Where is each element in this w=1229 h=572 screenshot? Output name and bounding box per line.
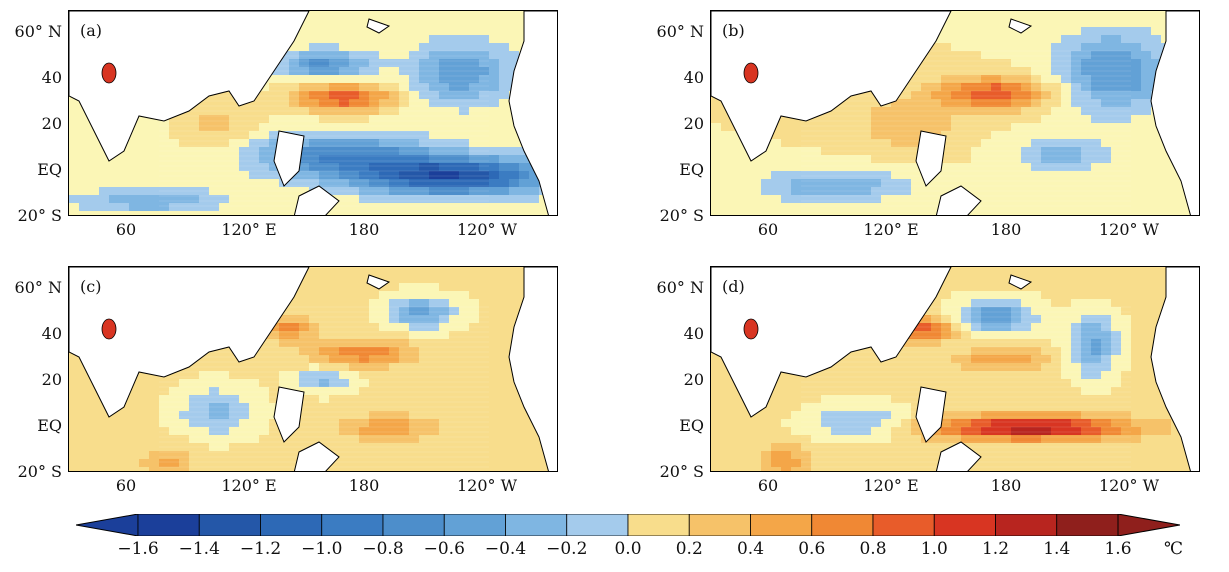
colorbar-tick-label: −0.8 [362, 539, 404, 559]
y-tick-label: 20 [41, 370, 62, 389]
colorbar-unit: ℃ [1164, 539, 1184, 559]
colorbar-tick-label: −1.2 [239, 539, 282, 559]
y-tick-label: EQ [37, 416, 62, 435]
x-tick-label: 60 [757, 220, 779, 239]
colorbar-tick-label: 0.2 [675, 539, 703, 559]
x-tick-label: 60 [115, 476, 137, 495]
x-tick-label: 120° W [1099, 476, 1160, 495]
colorbar-tick-label: −0.6 [423, 539, 465, 559]
y-tick-label: 20 [683, 114, 704, 133]
colorbar-tick-label: 0.8 [859, 539, 887, 559]
map-plot-area [710, 266, 1200, 472]
colorbar-tick-label: −0.2 [546, 539, 588, 559]
y-tick-label: 60° N [14, 278, 62, 297]
colorbar-tick-label: 1.2 [981, 539, 1010, 559]
colorbar-segment [137, 514, 200, 536]
colorbar-segment [1056, 514, 1119, 536]
y-tick-label: EQ [37, 160, 62, 179]
y-tick-label: 40 [683, 68, 704, 87]
colorbar-segment [627, 514, 690, 536]
map-plot-area [710, 10, 1200, 216]
colorbar-segment [688, 514, 751, 536]
colorbar-tick-label: 0.0 [614, 539, 642, 559]
colorbar-segment [505, 514, 568, 536]
colorbar-tick-label: 0.6 [798, 539, 826, 559]
x-tick-label: 180 [348, 220, 380, 239]
panel-label: (b) [722, 21, 745, 40]
map-plot-area [68, 10, 558, 216]
colorbar-segment [995, 514, 1058, 536]
colorbar-low-arrow [76, 514, 139, 536]
colorbar-high-arrow [1117, 514, 1180, 536]
colorbar-segment [872, 514, 935, 536]
colorbar-segment [566, 514, 629, 536]
colorbar-tick-label: 0.4 [736, 539, 765, 559]
y-tick-label: 20 [41, 114, 62, 133]
colorbar-tick-label: 1.4 [1043, 539, 1071, 559]
colorbar-segment [750, 514, 813, 536]
anomaly-field [711, 267, 1199, 471]
colorbar-segment [443, 514, 506, 536]
colorbar-segment [382, 514, 445, 536]
x-tick-label: 120° W [457, 220, 518, 239]
y-tick-label: 60° N [656, 278, 704, 297]
x-tick-label: 180 [990, 220, 1022, 239]
x-tick-label: 120° W [1099, 220, 1160, 239]
x-tick-label: 120° E [221, 220, 277, 239]
panel-label: (d) [722, 277, 745, 296]
y-tick-label: 40 [683, 324, 704, 343]
y-tick-label: 60° N [14, 22, 62, 41]
y-tick-label: 60° N [656, 22, 704, 41]
panel-label: (a) [80, 21, 103, 40]
map-plot-area [68, 266, 558, 472]
x-tick-label: 60 [757, 476, 779, 495]
colorbar-tick-label: −1.4 [178, 539, 220, 559]
y-tick-label: 20° S [17, 462, 62, 481]
x-tick-label: 120° E [221, 476, 277, 495]
x-tick-label: 120° W [457, 476, 518, 495]
colorbar-tick-label: −1.6 [117, 539, 159, 559]
y-tick-label: 20° S [659, 206, 704, 225]
colorbar [76, 514, 1180, 536]
x-tick-label: 180 [348, 476, 380, 495]
panel-label: (c) [80, 277, 102, 296]
colorbar-segment [321, 514, 384, 536]
anomaly-field [711, 11, 1199, 215]
colorbar-tick-label: 1.6 [1104, 539, 1132, 559]
y-tick-label: EQ [679, 416, 704, 435]
colorbar-tick-label: −1.0 [301, 539, 343, 559]
anomaly-field [69, 11, 557, 215]
y-tick-label: 20 [683, 370, 704, 389]
y-tick-label: 40 [41, 68, 62, 87]
colorbar-segment [933, 514, 996, 536]
colorbar-segment [198, 514, 261, 536]
y-tick-label: 40 [41, 324, 62, 343]
colorbar-tick-label: −0.4 [484, 539, 527, 559]
x-tick-label: 120° E [863, 476, 919, 495]
colorbar-segment [811, 514, 874, 536]
y-tick-label: 20° S [17, 206, 62, 225]
anomaly-field [69, 267, 557, 471]
y-tick-label: EQ [679, 160, 704, 179]
x-tick-label: 60 [115, 220, 137, 239]
x-tick-label: 180 [990, 476, 1022, 495]
y-tick-label: 20° S [659, 462, 704, 481]
colorbar-tick-label: 1.0 [920, 539, 948, 559]
x-tick-label: 120° E [863, 220, 919, 239]
colorbar-segment [260, 514, 323, 536]
